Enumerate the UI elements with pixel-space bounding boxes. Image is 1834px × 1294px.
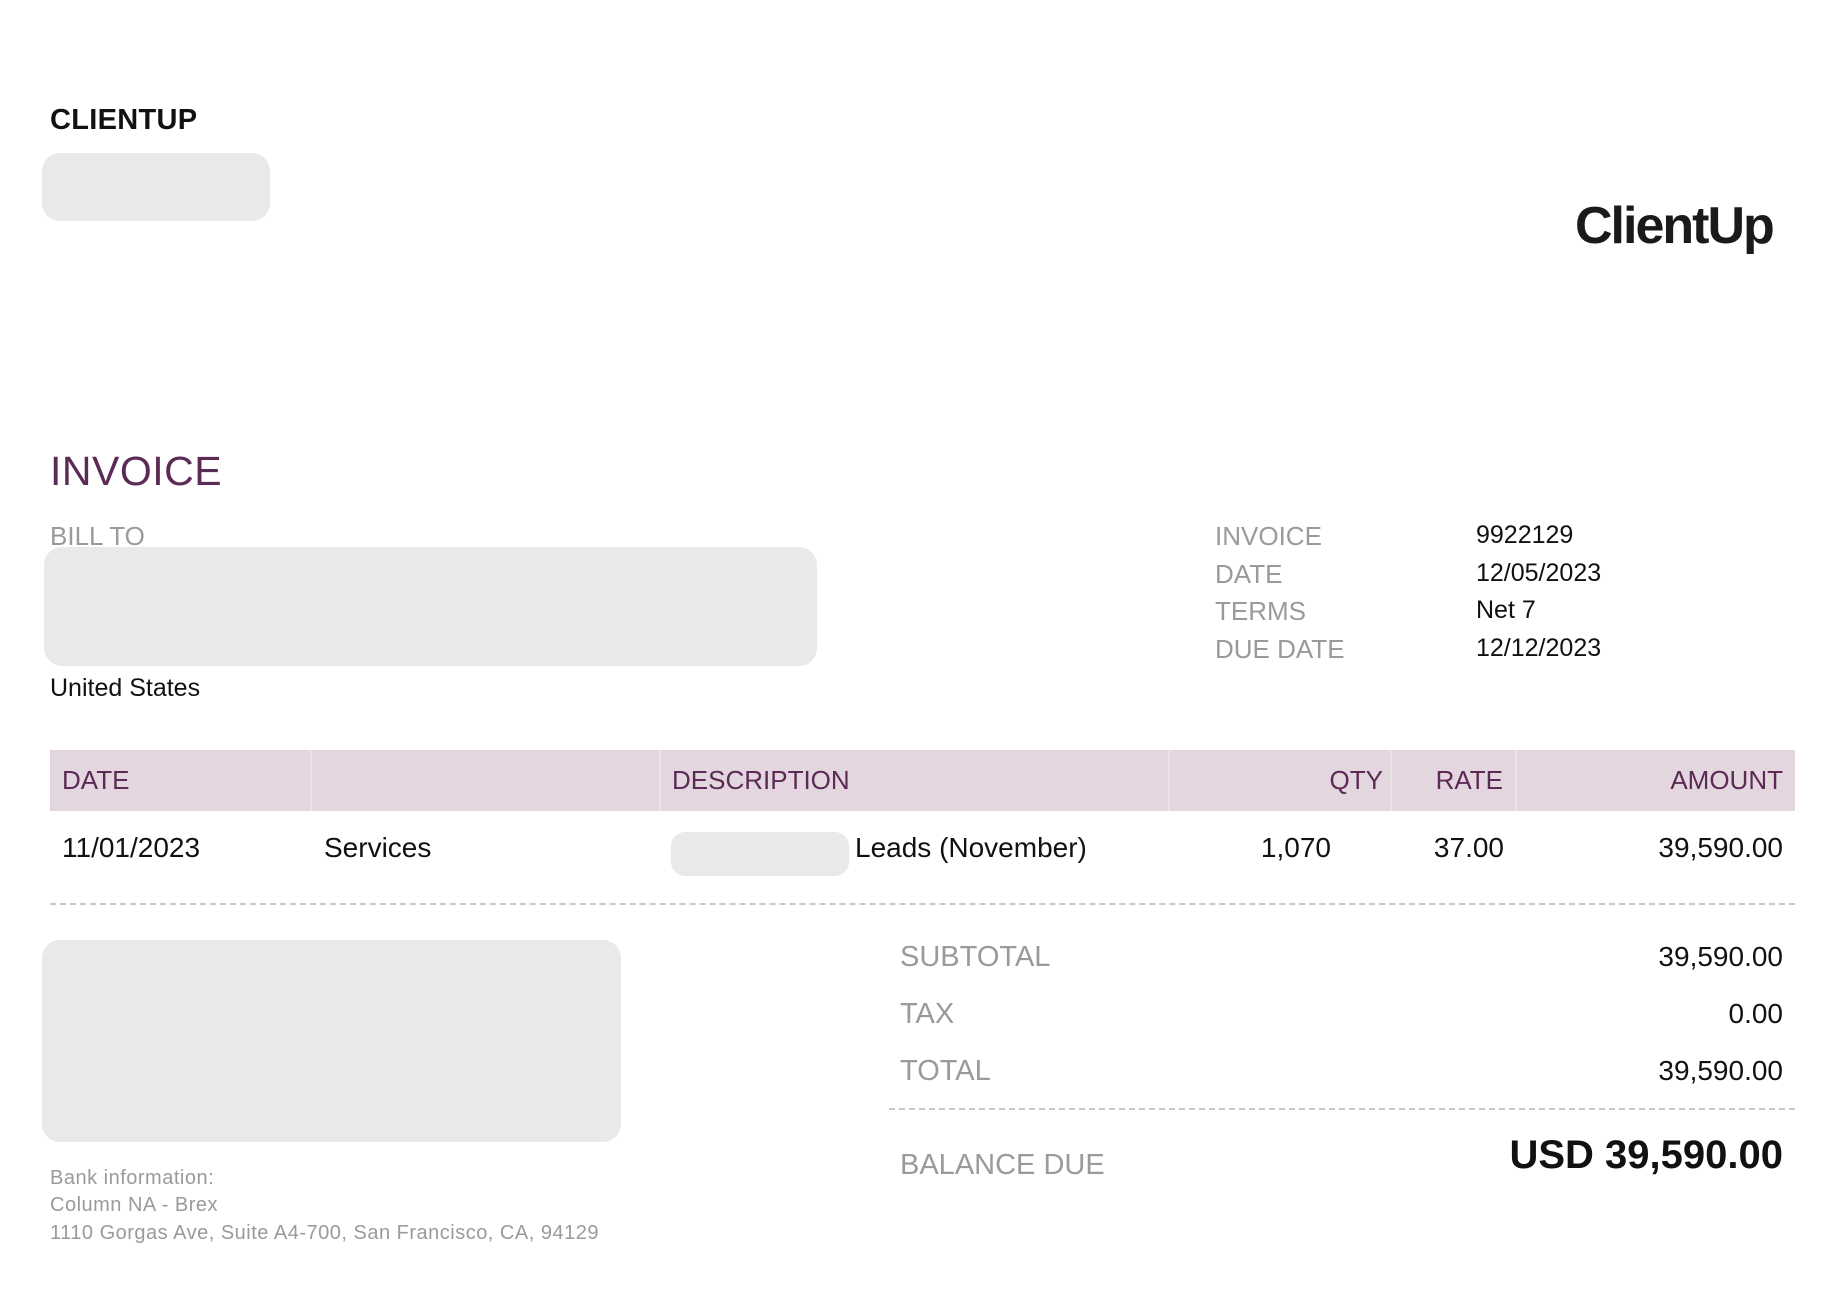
header-rate: RATE (1435, 765, 1503, 795)
header-date: DATE (62, 765, 130, 795)
bank-address: 1110 Gorgas Ave, Suite A4-700, San Franc… (50, 1222, 599, 1244)
invoice-date-label: DATE (1215, 559, 1283, 589)
header-amount: AMOUNT (1670, 765, 1783, 795)
bank-name: Column NA - Brex (50, 1194, 219, 1216)
subtotal-value: 39,590.00 (1658, 941, 1783, 972)
terms-label: TERMS (1215, 596, 1306, 626)
balance-due-label: BALANCE DUE (900, 1149, 1105, 1181)
bill-to-label: BILL TO (50, 521, 145, 551)
line-items-header: DATE DESCRIPTION QTY RATE AMOUNT (50, 750, 1795, 811)
invoice-title: INVOICE (50, 448, 223, 494)
header-description: DESCRIPTION (672, 765, 850, 795)
bill-to-country: United States (50, 674, 201, 702)
redacted-client-name (671, 832, 849, 876)
redacted-company-address (42, 153, 270, 221)
column-divider (1168, 750, 1170, 811)
invoice-number-value: 9922129 (1476, 521, 1574, 549)
invoice-number-label: INVOICE (1215, 521, 1322, 551)
divider (889, 1108, 1795, 1110)
redacted-bill-to-address (44, 547, 817, 666)
row-amount: 39,590.00 (1658, 832, 1783, 863)
terms-value: Net 7 (1476, 596, 1536, 624)
company-name: CLIENTUP (50, 104, 198, 136)
row-description: Leads (November) (855, 832, 1087, 863)
header-qty: QTY (1329, 765, 1383, 795)
bank-info-label: Bank information: (50, 1167, 215, 1189)
tax-label: TAX (900, 998, 955, 1030)
balance-due-value: USD 39,590.00 (1509, 1133, 1783, 1177)
column-divider (659, 750, 661, 811)
subtotal-label: SUBTOTAL (900, 941, 1051, 973)
redacted-notes (42, 940, 621, 1142)
column-divider (310, 750, 312, 811)
column-divider (1390, 750, 1392, 811)
due-date-value: 12/12/2023 (1476, 634, 1602, 662)
invoice-date-value: 12/05/2023 (1476, 559, 1602, 587)
tax-value: 0.00 (1728, 998, 1784, 1029)
row-rate: 37.00 (1433, 832, 1504, 863)
divider (50, 903, 1795, 905)
due-date-label: DUE DATE (1215, 634, 1345, 664)
row-type: Services (324, 832, 432, 863)
column-divider (1515, 750, 1517, 811)
row-date: 11/01/2023 (62, 832, 201, 863)
total-value: 39,590.00 (1658, 1055, 1783, 1086)
total-label: TOTAL (900, 1055, 991, 1087)
row-qty: 1,070 (1260, 832, 1331, 863)
company-logo: ClientUp (1575, 197, 1775, 255)
